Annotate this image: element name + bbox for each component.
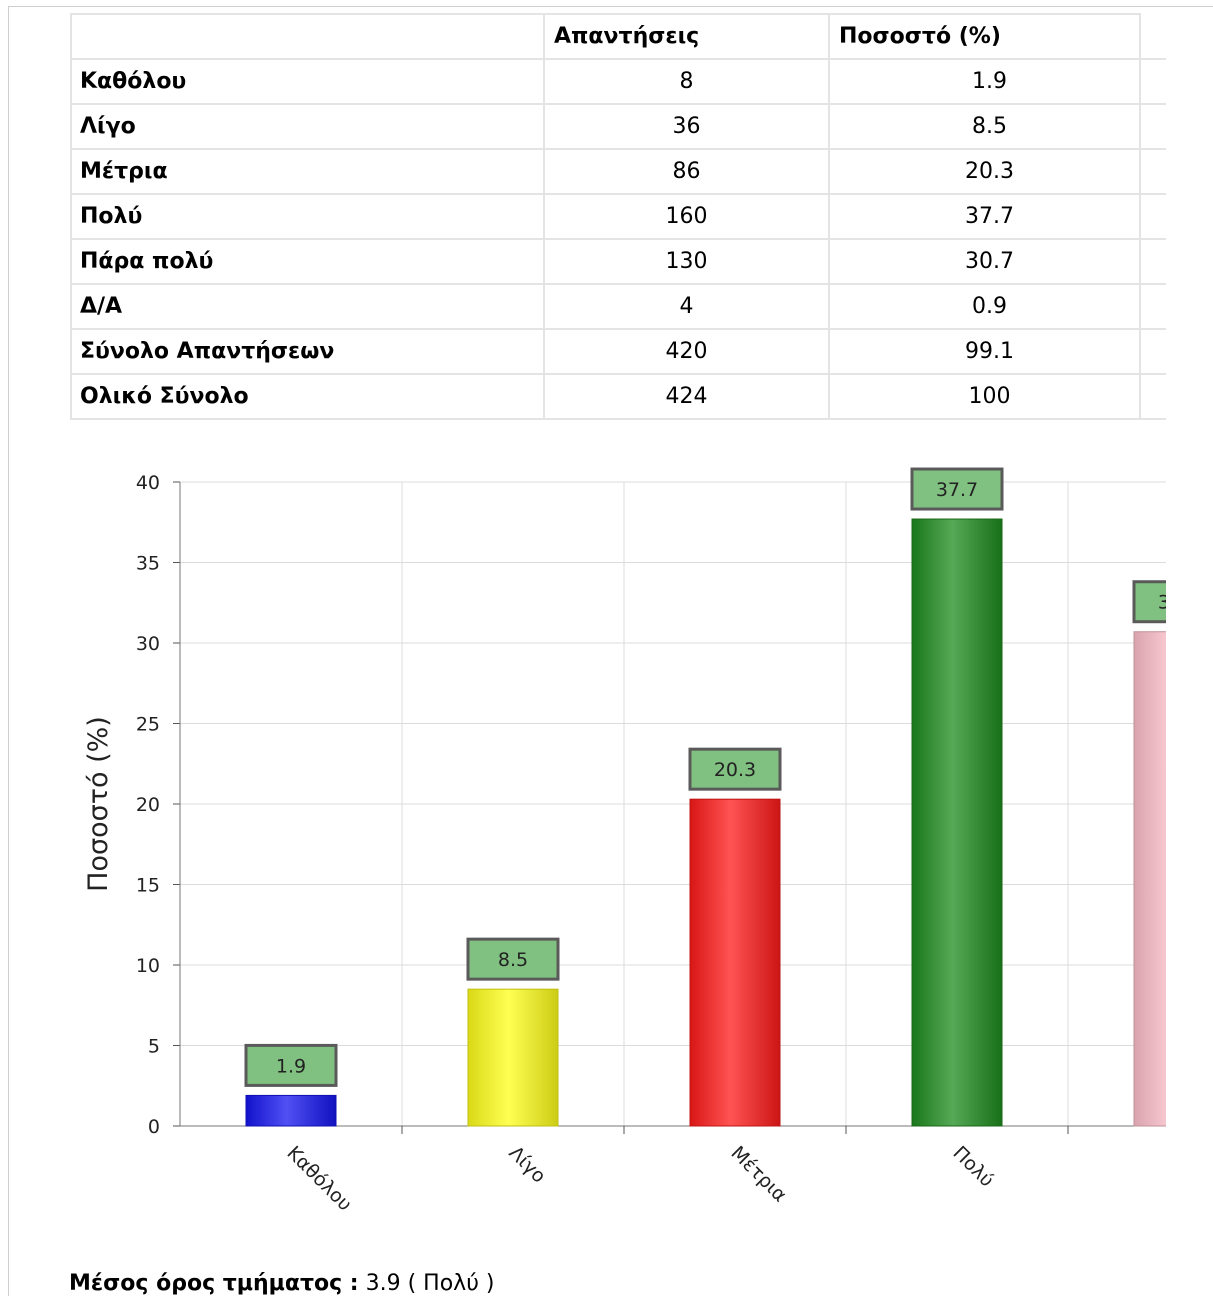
row-label: Πολύ xyxy=(70,193,545,240)
category-label: Καθόλου xyxy=(282,1142,356,1216)
department-average: Μέσος όρος τμήματος : 3.9 ( Πολύ ) xyxy=(69,1271,495,1296)
table-row: Καθόλου 8 1.9 xyxy=(70,58,1166,105)
row-label: Σύνολο Απαντήσεων xyxy=(70,328,545,375)
row-percentage: 30.7 xyxy=(828,238,1141,285)
row-count: 86 xyxy=(543,148,830,195)
bar-group: 1.9 8.5 20.3 37.7 30.7 xyxy=(244,467,1200,1127)
row-count: 4 xyxy=(543,283,830,330)
row-count: 424 xyxy=(543,373,830,420)
bar-1 xyxy=(467,988,559,1127)
category-label: Λίγο xyxy=(504,1142,549,1187)
table-spacer xyxy=(1140,14,1166,60)
y-tick-label: 25 xyxy=(136,714,160,736)
row-count: 130 xyxy=(543,238,830,285)
table-spacer xyxy=(1140,149,1166,195)
category-label: Μέτρια xyxy=(726,1142,790,1206)
bar-3 xyxy=(911,518,1003,1127)
row-percentage: 1.9 xyxy=(828,58,1141,105)
data-label-box xyxy=(466,937,560,981)
data-label: 30.7 xyxy=(1158,592,1200,614)
y-tick-label: 30 xyxy=(136,633,160,655)
bar-4 xyxy=(1133,631,1166,1127)
bar-0 xyxy=(245,1094,337,1127)
row-label: Καθόλου xyxy=(70,58,545,105)
category-label: Πολύ xyxy=(948,1142,998,1192)
table-row: Σύνολο Απαντήσεων 420 99.1 xyxy=(70,328,1166,375)
row-percentage: 100 xyxy=(828,373,1141,420)
table-spacer xyxy=(1140,59,1166,105)
row-percentage: 20.3 xyxy=(828,148,1141,195)
table-spacer xyxy=(1140,104,1166,150)
data-label: 8.5 xyxy=(498,949,528,971)
row-label: Πάρα πολύ xyxy=(70,238,545,285)
y-tick-label: 40 xyxy=(136,472,160,494)
table-header-responses: Απαντήσεις xyxy=(543,13,830,60)
data-label: 37.7 xyxy=(936,479,978,501)
data-label-box xyxy=(688,747,782,791)
bar-chart: 0 5 10 15 20 25 30 35 40 Ποσοστό (%) 1.9 8.5 20.3 37.… xyxy=(83,467,1200,1216)
row-label: Ολικό Σύνολο xyxy=(70,373,545,420)
data-label: 1.9 xyxy=(276,1055,306,1077)
row-percentage: 0.9 xyxy=(828,283,1141,330)
row-label: Δ/Α xyxy=(70,283,545,330)
y-tick-label: 10 xyxy=(136,955,160,977)
data-label: 20.3 xyxy=(714,759,756,781)
table-spacer xyxy=(1140,284,1166,330)
table-row: Πολύ 160 37.7 xyxy=(70,193,1166,240)
row-percentage: 37.7 xyxy=(828,193,1141,240)
data-label-box xyxy=(1132,580,1166,624)
y-axis-title: Ποσοστό (%) xyxy=(83,716,114,892)
table-row: Λίγο 36 8.5 xyxy=(70,103,1166,150)
table-row: Ολικό Σύνολο 424 100 xyxy=(70,373,1166,420)
bar-2 xyxy=(689,798,781,1127)
table-spacer xyxy=(1140,374,1166,420)
table-spacer xyxy=(1140,194,1166,240)
row-count: 160 xyxy=(543,193,830,240)
table-header-percentage: Ποσοστό (%) xyxy=(828,13,1141,60)
row-percentage: 8.5 xyxy=(828,103,1141,150)
row-count: 36 xyxy=(543,103,830,150)
table-spacer xyxy=(1140,239,1166,285)
row-count: 420 xyxy=(543,328,830,375)
data-label-box xyxy=(910,467,1004,511)
results-panel xyxy=(8,6,1213,1296)
y-tick-label: 0 xyxy=(148,1116,160,1138)
table-spacer xyxy=(1140,329,1166,375)
y-tick-label: 5 xyxy=(148,1036,160,1058)
row-label: Λίγο xyxy=(70,103,545,150)
table-row: Δ/Α 4 0.9 xyxy=(70,283,1166,330)
department-average-value: 3.9 ( Πολύ ) xyxy=(365,1271,495,1296)
table-row: Πάρα πολύ 130 30.7 xyxy=(70,238,1166,285)
table-header-row: Απαντήσεις Ποσοστό (%) xyxy=(70,13,1166,60)
data-label-box xyxy=(244,1043,338,1087)
y-tick-label: 35 xyxy=(136,553,160,575)
table-header-empty xyxy=(70,13,545,60)
y-tick-label: 20 xyxy=(136,794,160,816)
department-average-label: Μέσος όρος τμήματος : xyxy=(69,1271,359,1296)
row-count: 8 xyxy=(543,58,830,105)
table-row: Μέτρια 86 20.3 xyxy=(70,148,1166,195)
results-table: Απαντήσεις Ποσοστό (%) Καθόλου 8 1.9 Λίγ… xyxy=(70,13,1166,420)
row-percentage: 99.1 xyxy=(828,328,1141,375)
row-label: Μέτρια xyxy=(70,148,545,195)
y-tick-label: 15 xyxy=(136,875,160,897)
